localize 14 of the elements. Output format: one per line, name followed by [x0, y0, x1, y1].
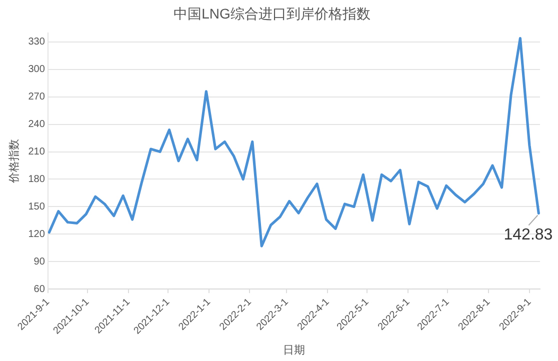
annotation: 142.83	[504, 226, 553, 244]
y-tick-label: 90	[34, 256, 46, 268]
y-axis-title: 价格指数	[8, 138, 21, 184]
y-tick-label: 330	[28, 36, 46, 48]
y-tick-label: 240	[28, 119, 46, 130]
y-tick-label: 180	[28, 174, 46, 185]
chart-title: 中国LNG综合进口到岸价格指数	[174, 5, 370, 22]
y-tick-label: 60	[34, 284, 46, 295]
y-tick-label: 270	[28, 92, 46, 103]
y-tick-label: 210	[28, 146, 46, 158]
y-tick-label: 150	[28, 201, 46, 212]
x-axis-title: 日期	[282, 344, 305, 356]
y-tick-label: 300	[28, 64, 46, 76]
y-tick-label: 120	[28, 228, 46, 240]
